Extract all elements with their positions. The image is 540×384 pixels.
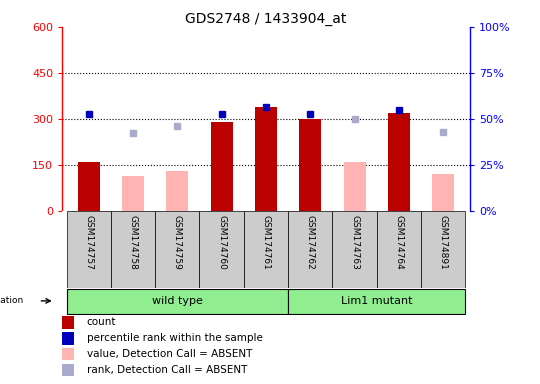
Text: rank, Detection Call = ABSENT: rank, Detection Call = ABSENT	[86, 365, 247, 375]
Text: GSM174762: GSM174762	[306, 215, 315, 270]
Bar	[288, 211, 333, 288]
Text: GSM174760: GSM174760	[217, 215, 226, 270]
Bar	[155, 211, 199, 288]
Bar	[255, 107, 277, 211]
Text: wild type: wild type	[152, 296, 202, 306]
Text: GSM174891: GSM174891	[438, 215, 448, 270]
Text: count: count	[86, 318, 116, 328]
Bar	[432, 174, 454, 211]
Bar	[66, 290, 288, 313]
Bar	[244, 211, 288, 288]
Bar	[377, 211, 421, 288]
Bar	[111, 211, 155, 288]
Bar	[211, 122, 233, 211]
Text: GSM174757: GSM174757	[84, 215, 93, 270]
Bar	[78, 162, 100, 211]
Bar	[288, 290, 465, 313]
Text: GSM174764: GSM174764	[394, 215, 403, 270]
Text: genotype/variation: genotype/variation	[0, 296, 24, 305]
Text: GSM174761: GSM174761	[261, 215, 271, 270]
Bar	[62, 316, 73, 329]
Bar	[343, 162, 366, 211]
Text: Lim1 mutant: Lim1 mutant	[341, 296, 413, 306]
Bar	[62, 332, 73, 344]
Bar	[199, 211, 244, 288]
Bar	[299, 119, 321, 211]
Text: GSM174763: GSM174763	[350, 215, 359, 270]
Bar	[333, 211, 377, 288]
Bar	[62, 348, 73, 361]
Bar	[421, 211, 465, 288]
Title: GDS2748 / 1433904_at: GDS2748 / 1433904_at	[185, 12, 347, 26]
Text: GSM174758: GSM174758	[129, 215, 138, 270]
Bar	[62, 364, 73, 376]
Text: value, Detection Call = ABSENT: value, Detection Call = ABSENT	[86, 349, 252, 359]
Bar	[388, 113, 410, 211]
Text: GSM174759: GSM174759	[173, 215, 182, 270]
Text: percentile rank within the sample: percentile rank within the sample	[86, 333, 262, 343]
Bar	[166, 171, 188, 211]
Bar	[66, 211, 111, 288]
Bar	[122, 176, 144, 211]
